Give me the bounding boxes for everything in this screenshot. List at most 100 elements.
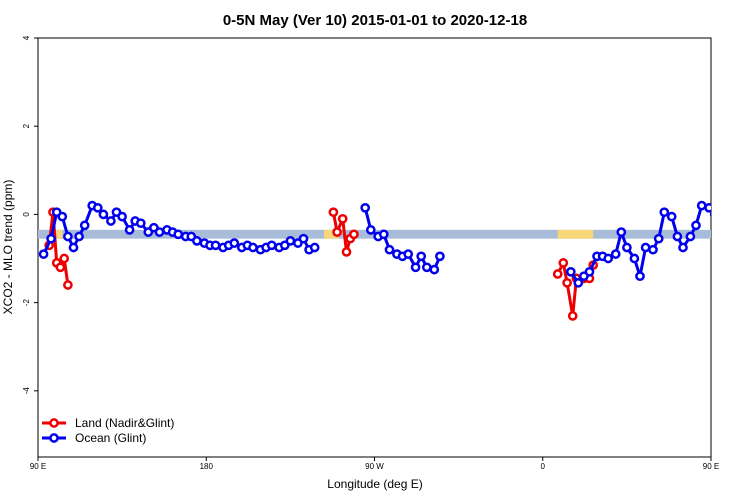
series-line (722, 212, 741, 285)
data-point (106, 216, 116, 226)
data-point (552, 269, 563, 279)
data-point (349, 229, 359, 240)
data-point (38, 249, 49, 259)
legend-label: Land (Nadir&Glint) (75, 416, 174, 430)
data-point (410, 262, 421, 273)
data-point (719, 242, 726, 249)
data-point (135, 218, 146, 229)
data-point (74, 231, 84, 242)
data-point (696, 200, 707, 211)
data-point (285, 236, 296, 246)
data-point (666, 211, 677, 222)
data-point (365, 225, 376, 235)
series-layer (38, 200, 750, 321)
data-point (59, 253, 70, 264)
x-axis: 90 E 180 90 W 0 90 E (30, 457, 719, 471)
data-point (46, 233, 56, 244)
data-point (298, 233, 309, 244)
data-point (737, 281, 744, 288)
data-point (558, 258, 569, 268)
data-point (691, 220, 701, 231)
data-point (734, 255, 741, 262)
data-point (622, 242, 632, 253)
data-point (672, 231, 683, 242)
y-tick-label: -2 (22, 299, 31, 307)
x-tick-label: 0 (541, 462, 546, 471)
data-point (124, 225, 135, 235)
data-point (709, 211, 711, 218)
data-point (722, 209, 729, 216)
data-point (743, 217, 750, 224)
legend-marker (49, 418, 59, 428)
y-axis-label: XCO2 - MLO trend (ppm) (1, 180, 15, 315)
data-point (565, 266, 576, 277)
data-point (726, 259, 733, 266)
data-point (229, 238, 240, 248)
legend-label: Ocean (Glint) (75, 431, 146, 445)
x-axis-label: Longitude (deg E) (327, 477, 422, 491)
reference-band-land (718, 230, 733, 239)
data-point (717, 217, 724, 224)
data-point (117, 211, 127, 222)
data-point (429, 264, 440, 275)
data-point (584, 266, 595, 277)
data-point (79, 220, 90, 231)
y-tick-label: 2 (22, 123, 31, 128)
data-point (210, 240, 221, 251)
legend-marker (49, 433, 59, 443)
legend: Land (Nadir&Glint)Ocean (Glint) (42, 416, 174, 445)
data-point (659, 207, 670, 218)
x-tick-label: 90 W (365, 462, 384, 471)
reference-band-land (557, 229, 594, 239)
data-point (98, 209, 109, 220)
series-ocean-glint- (38, 200, 750, 288)
data-point (92, 202, 103, 213)
data-point (704, 202, 711, 213)
y-tick-label: 4 (22, 35, 31, 40)
data-point (421, 262, 432, 273)
data-point (640, 242, 651, 253)
y-tick-label: -4 (22, 387, 31, 395)
data-point (337, 213, 348, 224)
data-point (328, 207, 339, 218)
plot-frame (37, 37, 712, 458)
data-point (192, 236, 202, 246)
data-point (154, 227, 165, 237)
legend-item: Ocean (Glint) (42, 431, 146, 445)
data-point (610, 249, 621, 259)
data-point (55, 262, 66, 273)
reference-band-land (52, 229, 63, 239)
data-point (648, 244, 658, 255)
data-point (629, 253, 640, 264)
data-point (567, 311, 578, 321)
x-tick-label: 90 E (30, 462, 46, 471)
data-point (685, 231, 696, 242)
x-tick-label: 180 (200, 462, 214, 471)
data-point (416, 251, 427, 262)
data-point (635, 271, 645, 282)
data-point (730, 264, 737, 271)
data-point (63, 231, 73, 242)
data-point (730, 213, 737, 220)
data-point (653, 233, 664, 244)
data-point (435, 251, 445, 262)
data-point (735, 226, 742, 233)
data-point (309, 242, 320, 253)
data-point (603, 253, 614, 264)
data-point (248, 242, 258, 253)
chart-title: 0-5N May (Ver 10) 2015-01-01 to 2020-12-… (223, 12, 527, 29)
data-point (173, 229, 184, 240)
data-point (616, 227, 627, 237)
data-point (57, 211, 68, 222)
series-line (569, 204, 711, 285)
x-tick-label: 90 E (703, 462, 719, 471)
data-point (573, 277, 584, 288)
data-point (562, 277, 572, 288)
reference-band-land (324, 229, 339, 239)
data-point (332, 227, 342, 237)
data-point (378, 229, 389, 240)
y-tick-label: 0 (22, 212, 31, 217)
data-point (384, 244, 395, 255)
y-axis: -4 -2 0 2 4 (22, 35, 38, 394)
